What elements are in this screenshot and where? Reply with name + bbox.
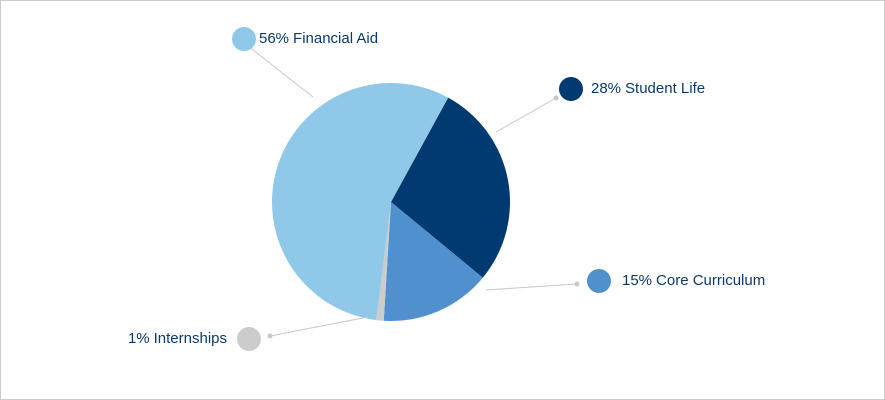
labels: 56% Financial Aid 28% Student Life 15% Core C… — [128, 27, 765, 351]
legend-swatch — [237, 327, 261, 351]
value-label: 1% — [128, 330, 150, 347]
category-label: Core Curriculum — [656, 272, 765, 289]
pie-slice — [391, 97, 511, 278]
leader-dot — [574, 281, 580, 287]
value-label: 15% — [622, 272, 652, 289]
legend-swatch — [587, 269, 611, 293]
leader-line — [247, 45, 314, 98]
leader-dot — [267, 333, 273, 339]
category-label: Student Life — [625, 80, 705, 97]
pie-slice — [383, 202, 483, 321]
slice-label: 56% Financial Aid — [259, 30, 378, 47]
pie-slice — [272, 82, 449, 321]
slice-label: 1% Internships — [128, 330, 227, 347]
leader-line — [485, 283, 578, 291]
slice-label: 15% Core Curriculum — [622, 272, 765, 289]
leader-line — [269, 316, 369, 337]
legend-swatch — [232, 27, 256, 51]
pie — [272, 82, 511, 321]
category-label: Internships — [154, 330, 227, 347]
leader-line — [495, 97, 557, 133]
category-label: Financial Aid — [293, 30, 378, 47]
value-label: 28% — [591, 80, 621, 97]
leader-dot — [553, 95, 559, 101]
legend-swatch — [559, 77, 583, 101]
value-label: 56% — [259, 30, 289, 47]
slice-label: 28% Student Life — [591, 80, 705, 97]
pie-slice — [376, 202, 391, 321]
